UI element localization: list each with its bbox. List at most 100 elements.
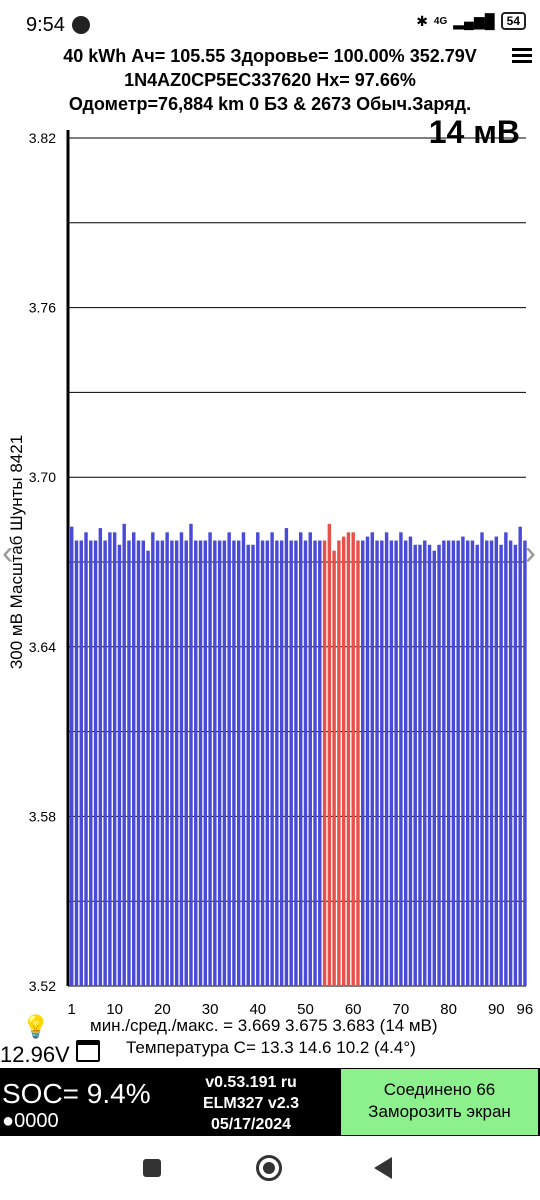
header-line-1: 40 kWh Ач= 105.55 Здоровье= 100.00% 352.… [63, 46, 477, 66]
cell-bar-22 [170, 540, 174, 986]
cell-bar-69 [394, 540, 398, 986]
y-tick-label: 3.52 [29, 978, 56, 994]
x-tick-label: 20 [154, 1001, 171, 1018]
cell-bar-28 [198, 540, 203, 986]
cell-bar-76 [427, 544, 432, 986]
nav-square-icon[interactable] [143, 1159, 161, 1177]
cell-bar-45 [279, 540, 284, 986]
cell-bar-8 [103, 540, 107, 986]
cell-bar-74 [418, 544, 422, 986]
cell-bar-71 [403, 540, 408, 986]
cell-bar-30 [208, 532, 212, 986]
nav-home-icon[interactable] [256, 1155, 282, 1181]
cell-bar-29 [203, 540, 208, 986]
cell-bar-19 [155, 540, 160, 986]
cell-bar-60 [351, 532, 355, 986]
bluetooth-icon: ✱ [416, 12, 428, 29]
y-tick-label: 3.64 [29, 639, 56, 655]
cell-bar-48 [294, 540, 298, 986]
cell-bar-87 [480, 532, 484, 986]
cell-bar-11 [117, 544, 122, 986]
cell-bar-85 [470, 540, 475, 986]
cell-bar-40 [256, 532, 260, 986]
cell-bar-89 [489, 540, 494, 986]
cell-bar-53 [318, 540, 322, 986]
right-arrow-icon[interactable]: › [524, 534, 536, 572]
x-tick-label: 1 [68, 1001, 76, 1018]
menu-icon[interactable] [512, 48, 532, 66]
bulb-icon[interactable]: 💡 [22, 1014, 50, 1039]
cell-bar-42 [265, 540, 270, 986]
x-tick-label: 96 [517, 1001, 534, 1018]
min-avg-max: мин./сред./макс. = 3.669 3.675 3.683 (14… [90, 1016, 438, 1035]
date-label: 05/17/2024 [210, 1116, 292, 1133]
cell-bar-7 [98, 528, 103, 986]
cell-bar-24 [179, 532, 184, 986]
cell-bar-44 [275, 540, 279, 986]
cell-bar-25 [184, 540, 188, 986]
cell-bar-67 [384, 532, 389, 986]
cell-bar-34 [227, 532, 231, 986]
soc-value: SOC= 9.4% [2, 1078, 151, 1109]
y-tick-label: 3.70 [29, 469, 56, 485]
connected-label: Соединено 66 [383, 1080, 496, 1099]
nav-back-icon[interactable] [374, 1157, 392, 1179]
cell-bar-84 [465, 540, 470, 986]
cell-bar-4 [84, 532, 88, 986]
cell-bar-50 [303, 540, 308, 986]
x-tick-label: 80 [440, 1001, 457, 1018]
cell-bar-81 [451, 540, 456, 986]
cell-bar-5 [89, 540, 93, 986]
cell-bar-15 [136, 540, 141, 986]
cell-bar-96 [523, 540, 527, 986]
x-tick-label: 10 [106, 1001, 123, 1018]
wifi-off-icon [72, 16, 90, 34]
elm-label: ELM327 v2.3 [202, 1095, 300, 1112]
x-tick-label: 30 [202, 1001, 219, 1018]
cell-bar-46 [284, 528, 289, 986]
cell-bar-55 [327, 523, 332, 986]
network-label: 4G [433, 15, 448, 27]
version-label: v0.53.191 ru [205, 1074, 297, 1091]
freeze-label: Заморозить экран [368, 1102, 511, 1121]
cell-bar-43 [270, 532, 274, 986]
cell-bar-35 [232, 540, 236, 986]
cell-bar-88 [485, 540, 489, 986]
cell-bar-9 [108, 532, 112, 986]
cell-bar-93 [508, 540, 513, 986]
cell-bar-32 [217, 540, 222, 986]
header: 40 kWh Ач= 105.55 Здоровье= 100.00% 352.… [0, 44, 540, 116]
cell-bar-77 [432, 550, 437, 986]
calendar-icon[interactable] [76, 1040, 100, 1062]
freeze-screen-button[interactable]: Соединено 66 Заморозить экран [341, 1069, 538, 1135]
cell-bar-16 [141, 540, 145, 986]
left-arrow-icon[interactable]: ‹ [2, 534, 14, 572]
cell-bar-36 [236, 540, 241, 986]
temperatures: Температура C= 13.3 14.6 10.2 (4.4°) [126, 1038, 416, 1057]
cell-bar-52 [313, 540, 317, 986]
cell-bar-57 [337, 540, 341, 986]
header-line-2: 1N4AZ0CP5EC337620 Hx= 97.66% [124, 70, 416, 90]
cell-bar-73 [413, 544, 417, 986]
status-icons: ✱ 4G ▂▄▆█ 54 [416, 12, 526, 30]
cell-bar-86 [475, 544, 479, 986]
cell-bar-80 [446, 540, 451, 986]
cell-bar-72 [408, 536, 413, 986]
x-tick-label: 60 [345, 1001, 362, 1018]
cell-bar-37 [241, 532, 246, 986]
dots-indicator: ●0000 [2, 1110, 59, 1132]
y-axis-label: 300 мВ Масштаб Шунты 8421 [7, 435, 26, 669]
cell-bar-6 [93, 540, 98, 986]
cell-bar-17 [146, 550, 150, 986]
x-tick-label: 90 [488, 1001, 505, 1018]
cell-bar-1 [70, 526, 74, 986]
cell-bar-90 [494, 536, 499, 986]
cell-bar-2 [74, 540, 79, 986]
cell-bar-21 [165, 532, 169, 986]
cell-bar-83 [461, 536, 465, 986]
cell-bar-47 [289, 540, 293, 986]
cell-bar-79 [442, 540, 446, 986]
cell-bar-20 [160, 540, 165, 986]
header-line-3: Одометр=76,884 km 0 БЗ & 2673 Обыч.Заряд… [68, 94, 472, 114]
battery-icon: 54 [500, 12, 526, 30]
